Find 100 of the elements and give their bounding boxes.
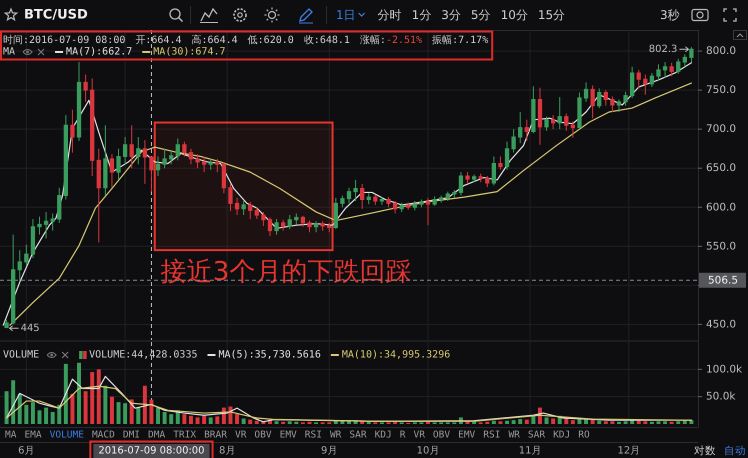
y-tick-label: 650.0 [706, 162, 736, 174]
x-tick-label: 9月 [321, 446, 338, 456]
candlestick [307, 220, 312, 233]
text: MACD [92, 430, 116, 440]
y-tick-label: 750.0 [706, 84, 736, 96]
y-tick-label: 50.0k [706, 390, 736, 403]
candlestick [222, 161, 226, 194]
candlestick [11, 234, 16, 325]
candlestick [281, 219, 286, 232]
candlestick [432, 196, 437, 206]
text: WR [508, 430, 520, 440]
candlestick [682, 54, 687, 68]
legend-label: MA(30):674.7 [153, 46, 226, 58]
candlestick [630, 66, 634, 98]
bar [64, 364, 68, 424]
bar [518, 419, 522, 424]
bar [70, 394, 74, 424]
candlestick [492, 156, 496, 186]
bar [544, 417, 549, 424]
legend-label: MA(5):35,730.5616 [218, 350, 321, 360]
candlestick [439, 195, 444, 204]
y-tick-label: 100.0k [706, 363, 744, 376]
band-label: 接近3个月的下跌回踩 [160, 257, 412, 288]
bar [248, 420, 252, 424]
bar [505, 420, 510, 424]
candlestick [590, 84, 595, 119]
candlestick [662, 62, 668, 78]
bar [208, 417, 213, 424]
candlestick [64, 114, 68, 200]
text: 分时 [378, 8, 402, 22]
text: SAR [528, 430, 546, 440]
text: 振幅:7.17% [432, 34, 488, 46]
text: 3分 [441, 8, 461, 22]
text: SAR [349, 430, 367, 440]
annotation: 445 [20, 322, 40, 334]
candlestick [24, 244, 28, 266]
text: 涨幅:-2.51% [360, 34, 422, 46]
candlestick [320, 220, 325, 232]
candlestick [90, 78, 94, 177]
bar [156, 408, 160, 424]
x-tick-label: 12月 [617, 446, 640, 456]
bar [663, 421, 668, 424]
bar [643, 421, 648, 424]
legend-title: VOLUME [3, 350, 40, 360]
legend-label: MA(10):34,995.3296 [342, 350, 450, 360]
text: VR [413, 430, 426, 440]
candlestick [149, 156, 154, 192]
bar [215, 416, 220, 424]
candlestick [103, 124, 108, 196]
bar [242, 418, 246, 424]
candlestick [518, 111, 522, 144]
candlestick [156, 156, 160, 177]
candlestick [504, 141, 510, 170]
bar [584, 420, 588, 424]
bar [202, 416, 206, 424]
text: RSI [483, 430, 500, 440]
candlestick [242, 200, 246, 216]
candlestick [366, 192, 371, 205]
bar [110, 396, 114, 424]
text: OBV [432, 430, 450, 440]
text: WR [330, 430, 342, 440]
bar [182, 414, 186, 424]
text: 3秒 [660, 8, 680, 22]
text: DMI [122, 430, 140, 440]
candlestick [182, 141, 187, 157]
candlestick [334, 197, 338, 230]
candlestick [538, 87, 542, 146]
text: 开:664.4 [135, 34, 182, 46]
candlestick [597, 88, 602, 109]
candlestick [604, 90, 608, 106]
bar [624, 421, 628, 424]
text: VR [234, 430, 247, 440]
candlestick [406, 202, 410, 210]
candlestick [656, 64, 661, 82]
candlestick [248, 201, 252, 220]
candlestick [531, 86, 536, 134]
bar [4, 391, 9, 424]
candlestick [478, 173, 483, 183]
candlestick [636, 69, 641, 90]
x-tick-label: 10月 [416, 446, 440, 456]
text: 15分 [538, 8, 566, 22]
bar [656, 421, 660, 424]
candlestick [584, 82, 588, 102]
text: RO [578, 430, 590, 440]
bar [90, 372, 94, 424]
bar [610, 421, 614, 424]
candlestick [57, 187, 62, 224]
candlestick [122, 136, 128, 165]
text: KDJ [374, 430, 392, 440]
candlestick [676, 58, 680, 74]
text: 1分 [412, 8, 432, 22]
line-series [6, 386, 692, 422]
text: MA [5, 430, 17, 440]
bar [44, 408, 48, 424]
bar [254, 420, 259, 424]
candlestick [208, 158, 213, 170]
bar [149, 400, 154, 424]
text: 自动 [724, 445, 746, 457]
candlestick [353, 179, 358, 202]
text: 低:620.0 [248, 34, 294, 46]
